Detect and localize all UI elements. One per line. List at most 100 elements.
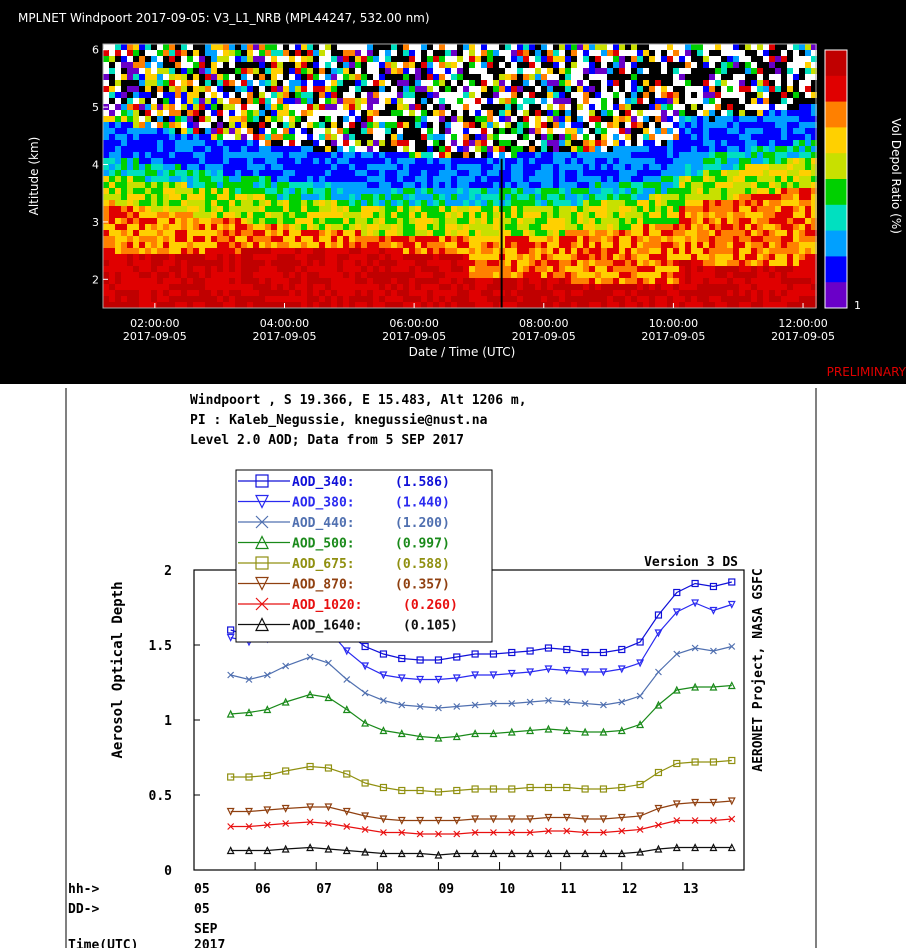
lidar-cell [307,188,313,194]
lidar-cell [427,206,433,212]
lidar-cell [583,92,589,98]
lidar-cell [601,122,607,128]
lidar-cell [265,296,271,302]
lidar-cell [739,56,745,62]
lidar-cell [781,146,787,152]
lidar-cell [343,248,349,254]
lidar-cell [175,260,181,266]
lidar-cell [589,74,595,80]
lidar-cell [493,80,499,86]
lidar-cell [535,62,541,68]
lidar-cell [655,92,661,98]
lidar-cell [391,146,397,152]
lidar-cell [163,176,169,182]
lidar-cell [289,272,295,278]
lidar-cell [613,56,619,62]
lidar-cell [763,50,769,56]
lidar-cell [583,98,589,104]
lidar-cell [343,164,349,170]
lidar-cell [103,296,109,302]
lidar-cell [193,68,199,74]
lidar-cell [163,92,169,98]
lidar-cell [655,218,661,224]
lidar-cell [721,110,727,116]
lidar-cell [643,206,649,212]
lidar-cell [523,302,529,308]
lidar-cell [655,44,661,50]
lidar-cell [247,56,253,62]
lidar-cell [259,296,265,302]
lidar-cell [697,200,703,206]
lidar-cell [463,80,469,86]
lidar-cell [403,200,409,206]
lidar-cell [655,248,661,254]
lidar-cell [121,230,127,236]
lidar-cell [613,212,619,218]
lidar-cell [511,152,517,158]
lidar-cell [433,242,439,248]
lidar-cell [673,86,679,92]
lidar-cell [193,140,199,146]
lidar-cell [265,206,271,212]
lidar-cell [637,194,643,200]
lidar-cell [457,44,463,50]
lidar-cell [547,182,553,188]
lidar-cell [349,68,355,74]
lidar-cell [235,140,241,146]
lidar-cell [517,194,523,200]
lidar-cell [223,98,229,104]
lidar-cell [253,266,259,272]
lidar-cell [745,62,751,68]
lidar-cell [181,194,187,200]
lidar-cell [415,104,421,110]
lidar-cell [331,134,337,140]
lidar-cell [775,170,781,176]
lidar-cell [613,80,619,86]
lidar-cell [193,254,199,260]
lidar-cell [535,242,541,248]
lidar-cell [133,98,139,104]
lidar-cell [649,242,655,248]
lidar-cell [679,62,685,68]
lidar-cell [661,242,667,248]
lidar-cell [367,296,373,302]
lidar-cell [109,62,115,68]
lidar-cell [643,218,649,224]
lidar-cell [397,134,403,140]
lidar-cell [133,116,139,122]
lidar-cell [337,134,343,140]
lidar-cell [199,104,205,110]
lidar-cell [259,194,265,200]
lidar-cell [349,170,355,176]
lidar-cell [259,260,265,266]
lidar-cell [505,134,511,140]
lidar-cell [163,86,169,92]
lidar-cell [331,206,337,212]
lidar-cell [397,302,403,308]
lidar-cell [289,176,295,182]
lidar-cell [133,260,139,266]
lidar-cell [199,218,205,224]
lidar-cell [535,212,541,218]
lidar-cell [181,224,187,230]
lidar-cell [199,56,205,62]
lidar-cell [427,236,433,242]
lidar-cell [139,254,145,260]
lidar-cell [151,176,157,182]
lidar-cell [127,176,133,182]
lidar-cell [409,140,415,146]
lidar-cell [433,86,439,92]
lidar-cell [337,176,343,182]
lidar-cell [529,98,535,104]
lidar-cell [565,164,571,170]
lidar-cell [559,260,565,266]
lidar-cell [721,140,727,146]
lidar-cell [223,80,229,86]
lidar-cell [763,176,769,182]
lidar-cell [673,128,679,134]
lidar-cell [763,230,769,236]
lidar-cell [289,152,295,158]
lidar-cell [127,212,133,218]
lidar-cell [367,152,373,158]
lidar-cell [685,206,691,212]
